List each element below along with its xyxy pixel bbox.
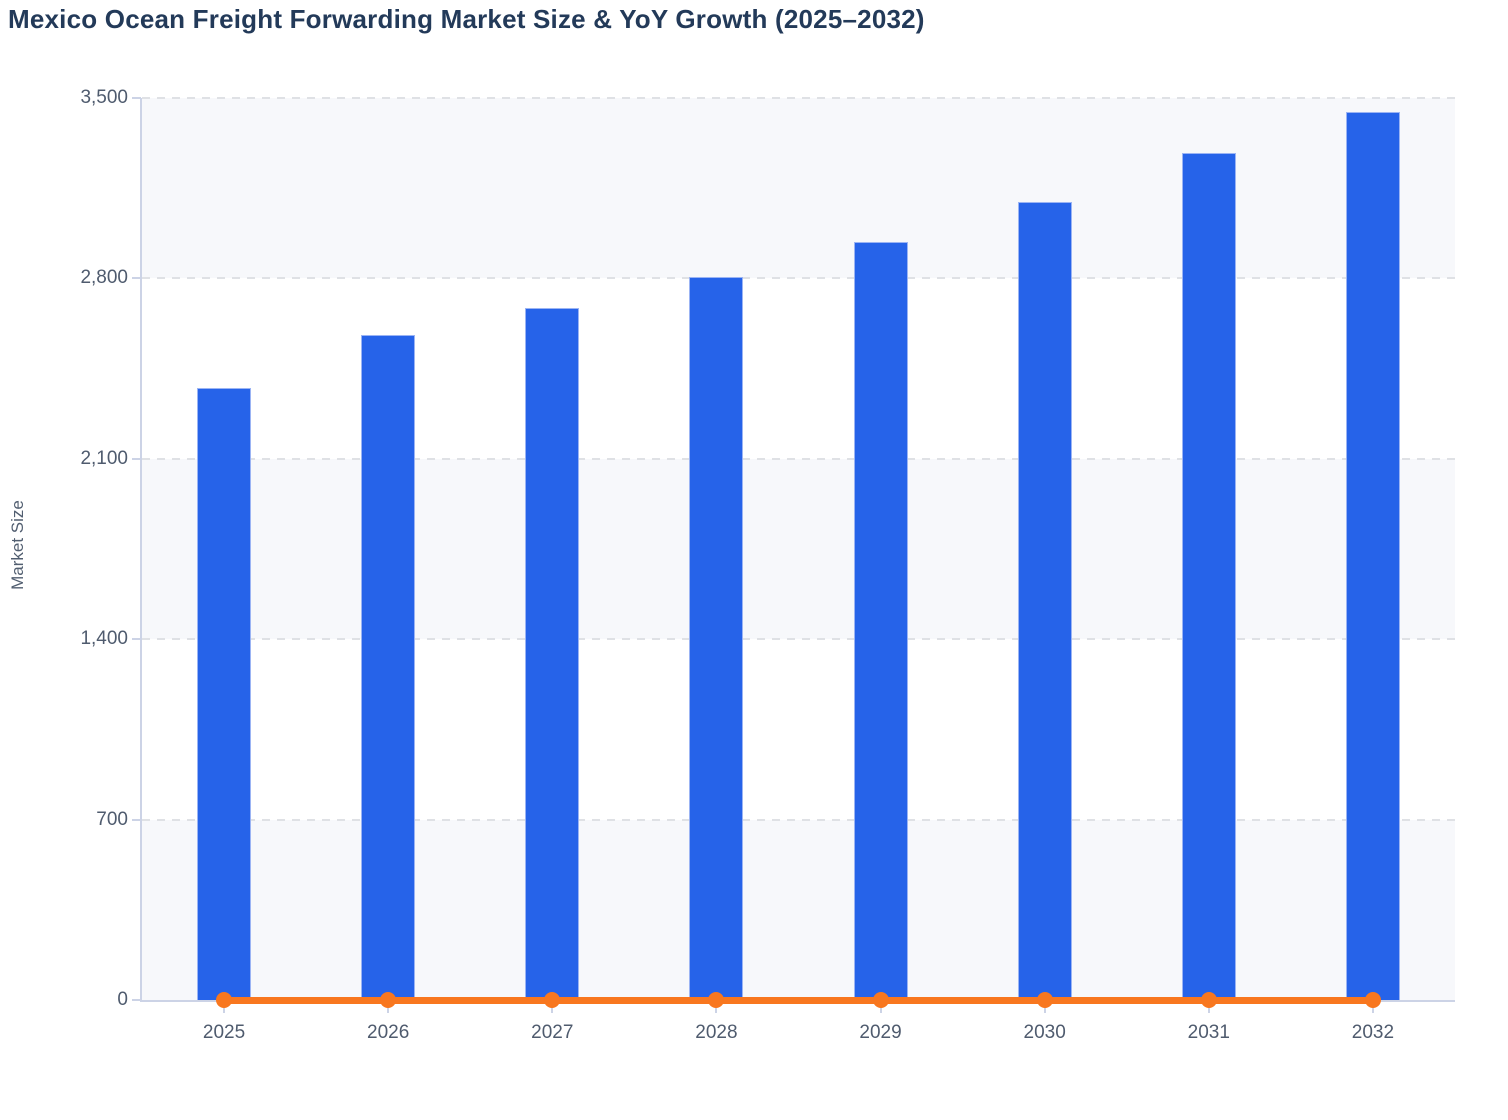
yoy-growth-marker-2032[interactable] bbox=[1364, 992, 1381, 1008]
yoy-growth-marker-2027[interactable] bbox=[544, 992, 561, 1008]
yoy-growth-marker-2030[interactable] bbox=[1036, 992, 1053, 1008]
y-axis-tick-label: 0 bbox=[117, 989, 128, 1010]
x-axis-tick-label: 2030 bbox=[1023, 1022, 1066, 1043]
gridline bbox=[142, 277, 1455, 280]
plot-band bbox=[142, 278, 1455, 458]
gridline bbox=[142, 97, 1455, 99]
gridline bbox=[142, 457, 1455, 460]
bar-2025[interactable] bbox=[197, 387, 252, 1000]
y-axis-tick bbox=[132, 97, 141, 99]
y-axis-tick-label: 1,400 bbox=[80, 628, 128, 650]
gridline bbox=[142, 818, 1455, 821]
plot-band bbox=[142, 639, 1455, 819]
plot-area: 0 700 1,400 2,100 2,800 3,500 2025 2026 2027 2028… bbox=[80, 87, 1455, 1043]
x-axis-tick-label: 2031 bbox=[1187, 1022, 1230, 1043]
yoy-growth-marker-2026[interactable] bbox=[380, 992, 397, 1008]
yoy-growth-marker-2025[interactable] bbox=[216, 992, 233, 1008]
bar-2029[interactable] bbox=[853, 242, 908, 1000]
y-axis-tick bbox=[132, 999, 141, 1001]
x-axis-tick-label: 2028 bbox=[695, 1022, 738, 1043]
x-axis-tick-label: 2029 bbox=[859, 1022, 902, 1043]
x-axis-tick-label: 2032 bbox=[1351, 1022, 1395, 1043]
plot-band bbox=[142, 819, 1455, 1000]
bar-2032[interactable] bbox=[1345, 112, 1400, 1000]
y-axis-tick bbox=[132, 457, 141, 460]
yoy-growth-marker-2031[interactable] bbox=[1200, 992, 1217, 1008]
yoy-growth-marker-2028[interactable] bbox=[708, 992, 725, 1008]
x-axis-tick-label: 2025 bbox=[202, 1022, 246, 1043]
bar-2026[interactable] bbox=[361, 335, 416, 1000]
chart-title: Mexico Ocean Freight Forwarding Market S… bbox=[8, 4, 925, 34]
y-axis-title: Market Size bbox=[8, 500, 27, 590]
y-axis-tick-label: 2,800 bbox=[80, 267, 128, 289]
y-axis-tick bbox=[132, 818, 141, 821]
y-axis-tick-label: 3,500 bbox=[80, 87, 128, 108]
plot-band bbox=[142, 458, 1455, 640]
bar-2031[interactable] bbox=[1181, 153, 1236, 1000]
gridline bbox=[142, 638, 1455, 641]
x-axis-tick-label: 2026 bbox=[367, 1022, 410, 1043]
bar-2030[interactable] bbox=[1017, 202, 1072, 1000]
yoy-growth-line bbox=[224, 997, 1373, 1004]
y-axis-tick-label: 2,100 bbox=[80, 447, 128, 469]
plot-band bbox=[142, 98, 1455, 279]
bar-2027[interactable] bbox=[525, 308, 580, 1000]
yoy-growth-marker-2029[interactable] bbox=[872, 992, 889, 1008]
y-axis-tick bbox=[132, 277, 141, 280]
bar-2028[interactable] bbox=[689, 277, 744, 1000]
x-axis-tick-label: 2027 bbox=[531, 1022, 574, 1043]
y-axis-tick-label: 700 bbox=[96, 808, 128, 830]
y-axis-tick bbox=[132, 638, 141, 641]
